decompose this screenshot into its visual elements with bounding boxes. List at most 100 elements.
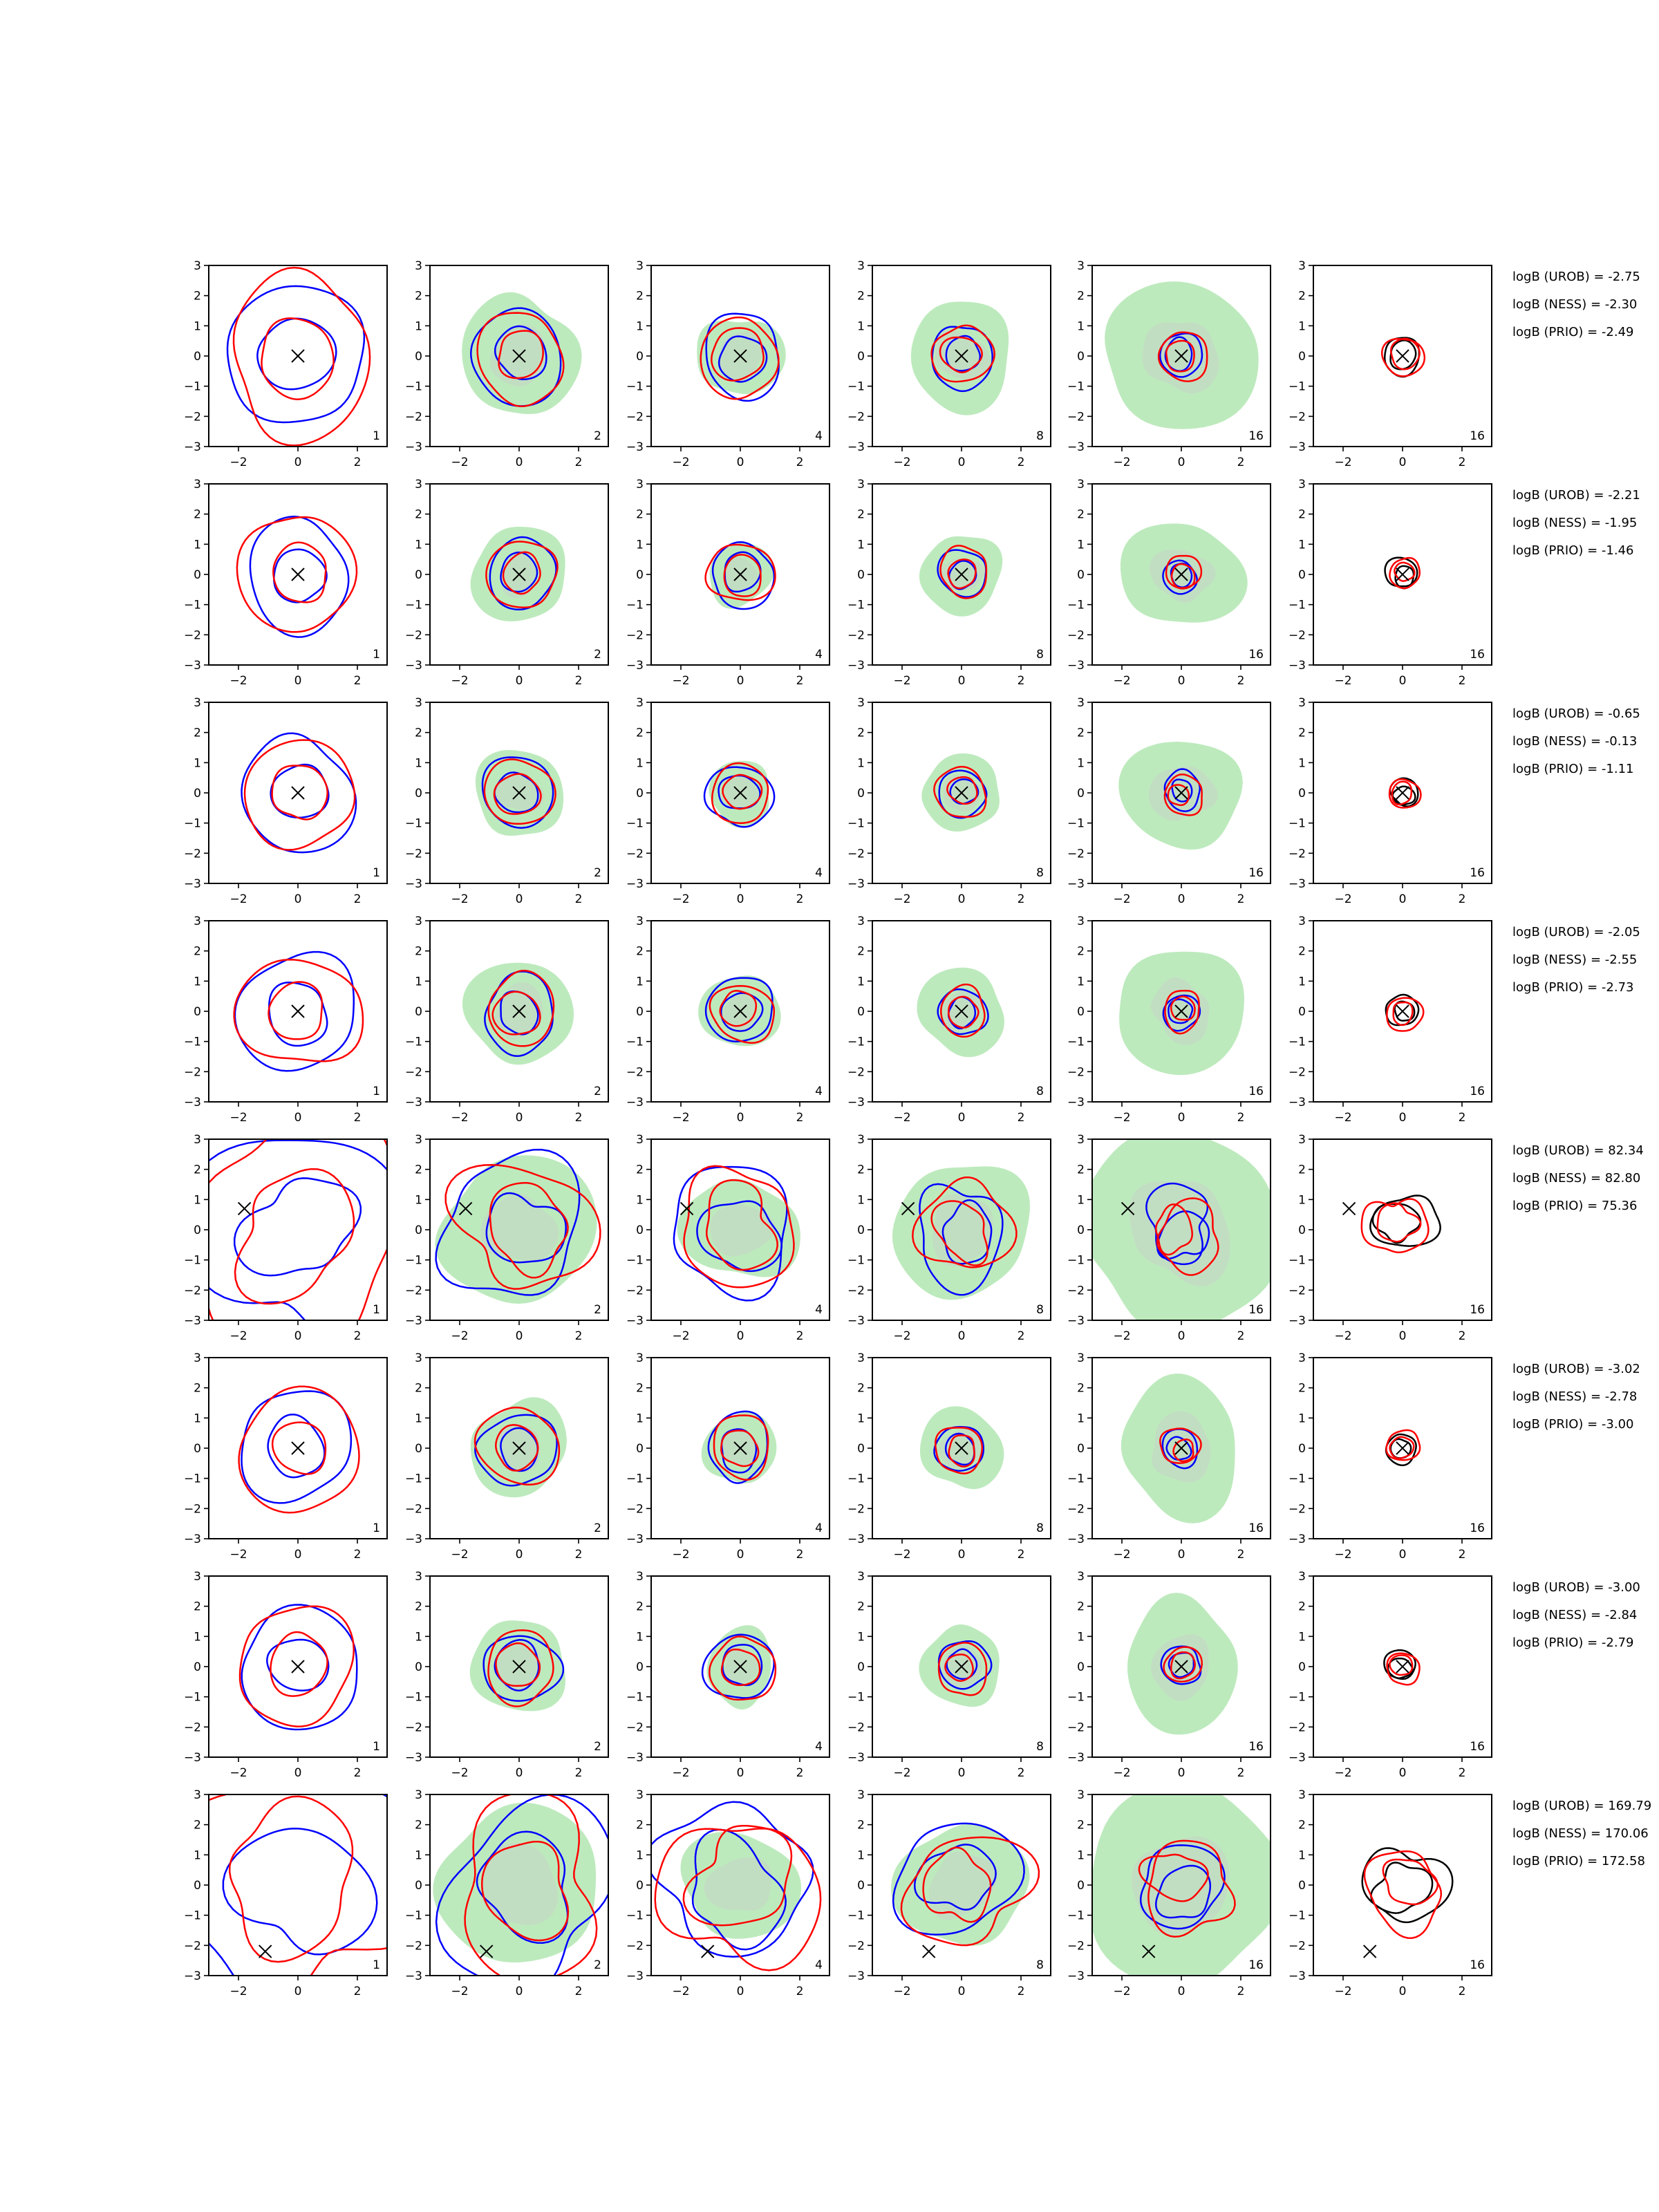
count-label: 8 bbox=[1036, 866, 1044, 880]
y-tick-label: −1 bbox=[184, 817, 201, 831]
x-tick-label: 0 bbox=[737, 674, 744, 688]
y-tick-label: −1 bbox=[184, 1909, 201, 1923]
black-contour-1 bbox=[1361, 1847, 1454, 1924]
y-tick-label: −1 bbox=[405, 817, 422, 831]
count-label: 1 bbox=[373, 648, 380, 662]
y-tick-label: 2 bbox=[1298, 290, 1306, 303]
count-label: 1 bbox=[373, 1521, 380, 1535]
red-contour-1 bbox=[709, 985, 776, 1044]
y-tick-label: 2 bbox=[636, 1819, 644, 1833]
truth-marker bbox=[1121, 1201, 1135, 1216]
y-tick-label: −3 bbox=[1067, 659, 1085, 673]
x-tick-label: 0 bbox=[958, 1766, 966, 1780]
count-label: 1 bbox=[373, 1740, 380, 1754]
red-contour-2 bbox=[705, 1179, 778, 1271]
y-tick-label: 1 bbox=[1077, 538, 1085, 552]
x-tick-label: 0 bbox=[1178, 1985, 1185, 1998]
y-tick-label: −1 bbox=[847, 1909, 865, 1923]
blue-contour-1 bbox=[249, 516, 350, 638]
y-tick-label: −1 bbox=[184, 380, 201, 394]
logb-urob-label: logB (UROB) = 82.34 bbox=[1512, 1143, 1644, 1158]
y-tick-label: 0 bbox=[1077, 1442, 1085, 1456]
blue-contour-1 bbox=[705, 312, 780, 402]
count-label: 16 bbox=[1248, 1740, 1264, 1754]
red-contour-1 bbox=[1363, 1850, 1443, 1939]
x-tick-label: 0 bbox=[1178, 1548, 1185, 1562]
count-label: 16 bbox=[1248, 429, 1264, 443]
red-contour-2 bbox=[481, 1840, 570, 1942]
y-tick-label: −2 bbox=[1288, 1284, 1306, 1297]
count-label: 16 bbox=[1470, 1740, 1485, 1754]
blue-contour-2 bbox=[944, 1432, 975, 1466]
panel-r5-c2: −2 0 2 3 2 1 0 −1 −2 −3 2 bbox=[405, 1133, 609, 1343]
x-tick-label: 2 bbox=[354, 1329, 362, 1343]
y-tick-label: −3 bbox=[184, 1096, 201, 1109]
y-tick-label: −1 bbox=[405, 1035, 422, 1049]
y-tick-label: 3 bbox=[1077, 696, 1085, 710]
y-tick-label: 0 bbox=[1298, 787, 1306, 800]
plot-area bbox=[238, 1385, 360, 1514]
y-tick-label: 1 bbox=[1298, 1630, 1306, 1644]
x-tick-label: 2 bbox=[1459, 1548, 1466, 1562]
y-tick-label: 3 bbox=[636, 696, 644, 710]
plot-area bbox=[1120, 523, 1248, 623]
x-tick-label: 0 bbox=[958, 1548, 966, 1562]
y-tick-label: −3 bbox=[405, 877, 422, 891]
y-tick-label: 3 bbox=[1077, 1570, 1085, 1584]
y-tick-label: −1 bbox=[1288, 1254, 1306, 1268]
black-contour-2 bbox=[1370, 1862, 1434, 1914]
plot-area bbox=[1118, 742, 1243, 850]
y-tick-label: 1 bbox=[194, 538, 201, 552]
y-tick-label: 0 bbox=[636, 568, 644, 582]
blue-contour-2 bbox=[233, 1177, 362, 1277]
y-tick-label: −1 bbox=[1288, 599, 1306, 612]
truth-marker bbox=[1396, 1441, 1409, 1455]
y-tick-label: −2 bbox=[405, 1065, 422, 1079]
y-tick-label: −2 bbox=[1288, 847, 1306, 861]
x-tick-label: −2 bbox=[1113, 674, 1130, 688]
y-tick-label: −3 bbox=[184, 1314, 201, 1328]
panel-r5-c4: −2 0 2 3 2 1 0 −1 −2 −3 8 bbox=[847, 1133, 1051, 1343]
y-tick-label: −3 bbox=[184, 659, 201, 673]
plot-area bbox=[1383, 1649, 1421, 1686]
x-tick-label: 2 bbox=[1018, 1766, 1025, 1780]
y-tick-label: −3 bbox=[626, 1096, 644, 1109]
panel-r1-c3: −2 0 2 3 2 1 0 −1 −2 −3 4 bbox=[626, 259, 830, 469]
logb-prio-label: logB (PRIO) = -1.11 bbox=[1512, 762, 1634, 776]
truth-marker bbox=[733, 1004, 747, 1018]
y-tick-label: −3 bbox=[1288, 659, 1306, 673]
logb-ness-label: logB (NESS) = 170.06 bbox=[1512, 1826, 1649, 1841]
blue-contour-1 bbox=[481, 756, 554, 829]
y-tick-label: 2 bbox=[1077, 945, 1085, 959]
blue-contour-2 bbox=[256, 317, 337, 391]
red-contour-1 bbox=[483, 758, 556, 825]
x-tick-label: −2 bbox=[1334, 1548, 1351, 1562]
y-tick-label: 1 bbox=[636, 975, 644, 988]
y-tick-label: 3 bbox=[1077, 1788, 1085, 1802]
count-label: 8 bbox=[1036, 1740, 1044, 1754]
red-contour-2 bbox=[711, 327, 765, 382]
red-contour-2 bbox=[948, 1434, 975, 1468]
red-contour-2 bbox=[939, 336, 983, 373]
y-tick-label: −2 bbox=[184, 847, 201, 861]
red-contour-2 bbox=[1170, 995, 1196, 1021]
y-tick-label: −3 bbox=[1067, 1096, 1085, 1109]
plot-area bbox=[1380, 337, 1426, 378]
x-tick-label: 2 bbox=[354, 1766, 362, 1780]
panel-r6-c2: −2 0 2 3 2 1 0 −1 −2 −3 2 bbox=[405, 1351, 609, 1562]
red-contour-1 bbox=[934, 1427, 984, 1474]
red-contour-1 bbox=[940, 983, 986, 1038]
red-contour-2 bbox=[270, 1631, 328, 1697]
red-contour-1 bbox=[1163, 774, 1203, 816]
y-tick-label: −2 bbox=[847, 1284, 865, 1297]
blue-contour-2 bbox=[494, 1639, 540, 1691]
y-tick-label: 3 bbox=[415, 1351, 422, 1365]
panel-r7-c4: −2 0 2 3 2 1 0 −1 −2 −3 8 bbox=[847, 1570, 1051, 1780]
y-tick-label: 1 bbox=[1077, 1412, 1085, 1425]
truth-marker bbox=[733, 1441, 747, 1455]
x-tick-label: 2 bbox=[796, 1985, 804, 1998]
y-tick-label: −2 bbox=[626, 1502, 644, 1516]
y-tick-label: −1 bbox=[405, 1909, 422, 1923]
y-tick-label: 1 bbox=[194, 319, 201, 333]
